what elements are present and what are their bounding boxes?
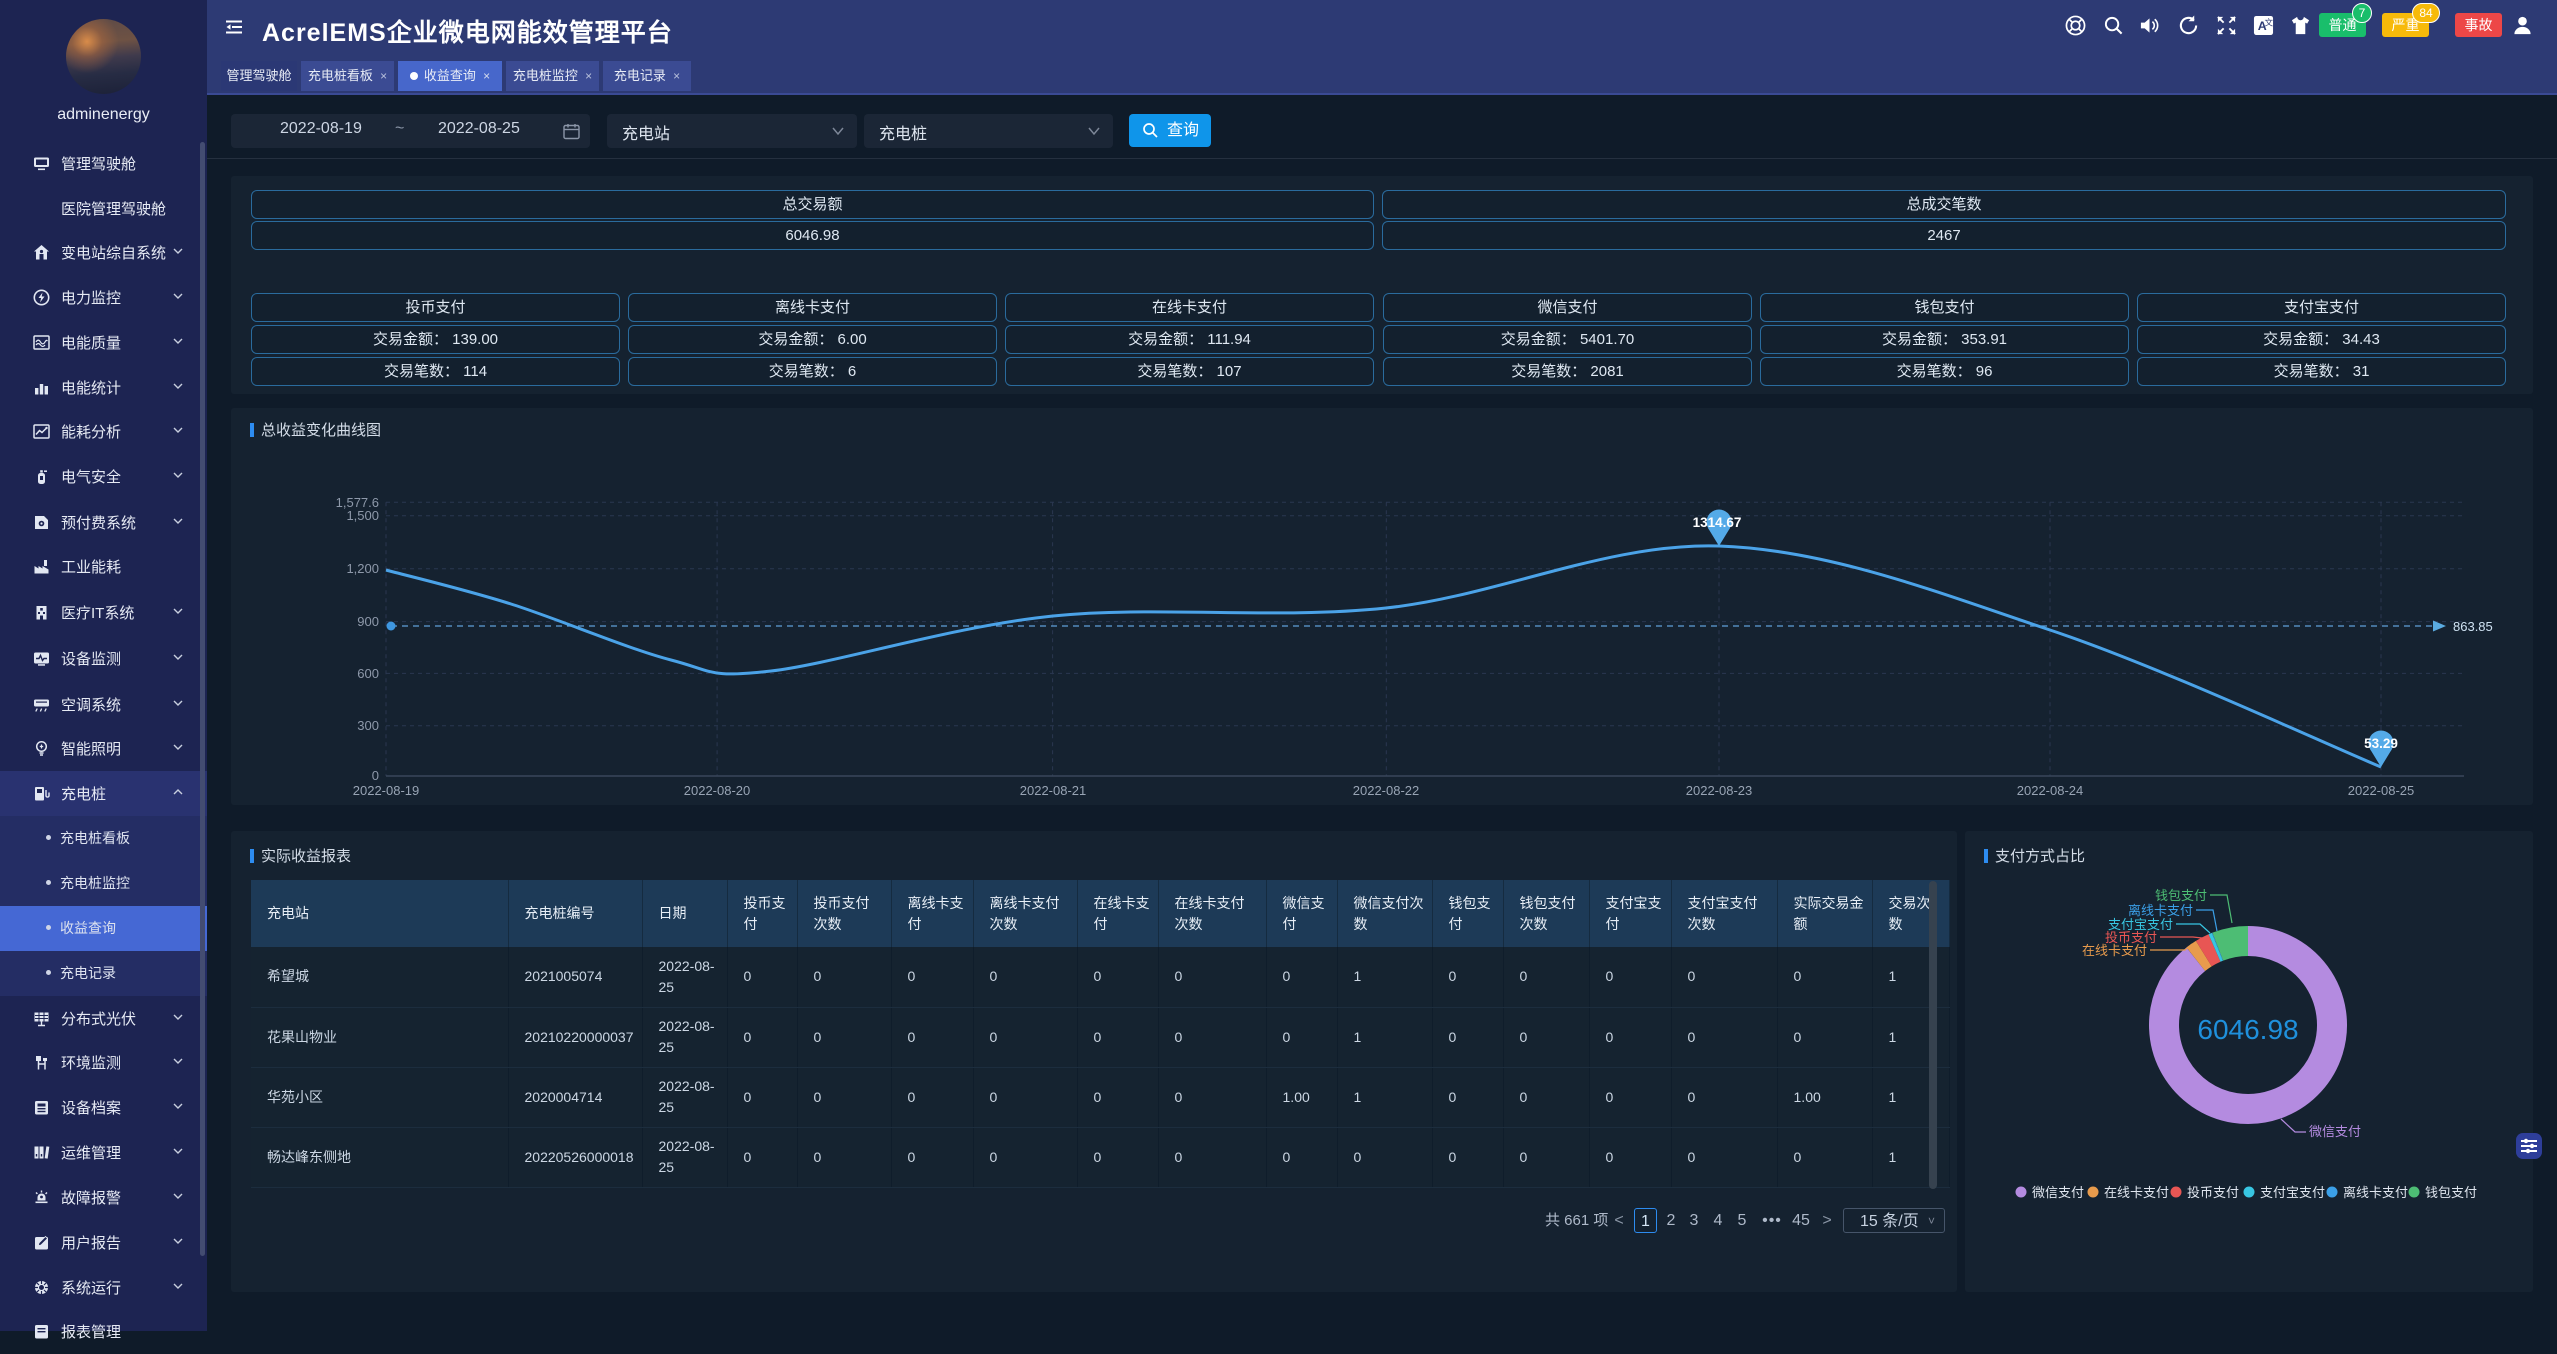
svg-text:2022-08-19: 2022-08-19 (353, 783, 420, 798)
svg-text:离线卡支付: 离线卡支付 (2343, 1185, 2408, 1200)
svg-text:300: 300 (357, 718, 379, 733)
svg-text:文: 文 (2264, 17, 2273, 28)
svg-text:投币支付: 投币支付 (2187, 1185, 2239, 1200)
svg-text:微信支付: 微信支付 (2032, 1185, 2084, 1200)
svg-text:0: 0 (372, 768, 379, 783)
svg-text:1,577.6: 1,577.6 (336, 495, 379, 510)
svg-text:2022-08-25: 2022-08-25 (2348, 783, 2415, 798)
svg-text:2022-08-23: 2022-08-23 (1686, 783, 1753, 798)
svg-text:钱包支付: 钱包支付 (2155, 888, 2207, 903)
svg-text:离线卡支付: 离线卡支付 (2128, 903, 2193, 918)
svg-text:微信支付: 微信支付 (2309, 1124, 2361, 1139)
svg-text:53.29: 53.29 (2364, 736, 2398, 751)
svg-text:2022-08-20: 2022-08-20 (684, 783, 751, 798)
svg-text:支付宝支付: 支付宝支付 (2108, 917, 2173, 932)
svg-text:2022-08-22: 2022-08-22 (1353, 783, 1420, 798)
svg-text:A: A (2258, 19, 2267, 33)
svg-text:863.85: 863.85 (2453, 619, 2493, 634)
svg-text:支付宝支付: 支付宝支付 (2260, 1185, 2325, 1200)
svg-text:2022-08-21: 2022-08-21 (1020, 783, 1087, 798)
svg-text:钱包支付: 钱包支付 (2425, 1185, 2477, 1200)
svg-text:6046.98: 6046.98 (2197, 1014, 2298, 1045)
svg-text:1314.67: 1314.67 (1693, 515, 1742, 530)
svg-text:1,200: 1,200 (346, 561, 379, 576)
svg-text:投币支付: 投币支付 (2105, 930, 2157, 945)
svg-text:在线卡支付: 在线卡支付 (2082, 943, 2147, 958)
svg-text:1,500: 1,500 (346, 508, 379, 523)
svg-text:600: 600 (357, 666, 379, 681)
svg-text:2022-08-24: 2022-08-24 (2017, 783, 2084, 798)
svg-text:在线卡支付: 在线卡支付 (2104, 1185, 2169, 1200)
svg-text:900: 900 (357, 614, 379, 629)
